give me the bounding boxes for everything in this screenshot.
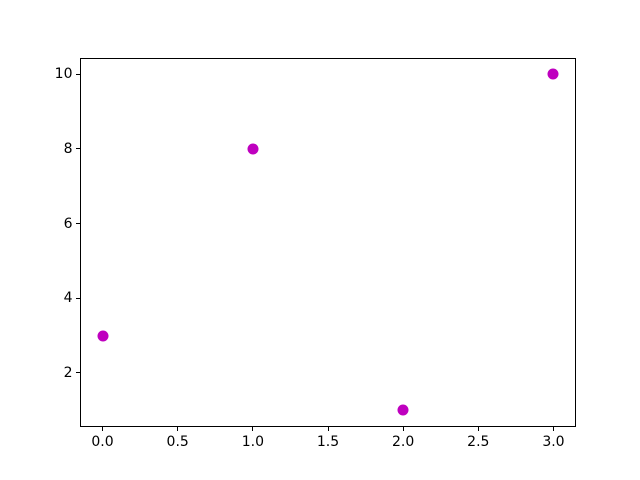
x-tick-label: 2.5	[467, 433, 490, 450]
y-tick-mark	[76, 372, 80, 374]
y-tick-label: 4	[63, 290, 73, 307]
x-tick-label: 1.5	[316, 433, 340, 450]
y-tick-label: 10	[54, 66, 73, 83]
y-tick-label: 6	[63, 215, 73, 232]
x-tick-label: 0.5	[166, 433, 189, 450]
x-tick-label: 0.0	[91, 433, 114, 450]
scatter-point	[397, 404, 409, 416]
y-tick-label: 8	[63, 140, 73, 157]
x-tick-mark	[177, 427, 179, 431]
x-tick-mark	[102, 427, 104, 431]
plot-area	[80, 57, 576, 427]
scatter-point	[547, 68, 559, 80]
x-tick-mark	[252, 427, 254, 431]
scatter-point	[247, 143, 259, 155]
x-tick-mark	[402, 427, 404, 431]
x-tick-label: 1.0	[241, 433, 264, 450]
y-tick-mark	[76, 297, 80, 299]
scatter-point	[97, 330, 109, 342]
y-tick-mark	[76, 148, 80, 150]
y-tick-mark	[76, 223, 80, 225]
x-tick-mark	[477, 427, 479, 431]
x-tick-label: 2.0	[392, 433, 415, 450]
y-tick-label: 2	[63, 364, 73, 381]
x-tick-mark	[552, 427, 554, 431]
x-tick-mark	[327, 427, 329, 431]
y-tick-mark	[76, 73, 80, 75]
x-tick-label: 3.0	[542, 433, 565, 450]
